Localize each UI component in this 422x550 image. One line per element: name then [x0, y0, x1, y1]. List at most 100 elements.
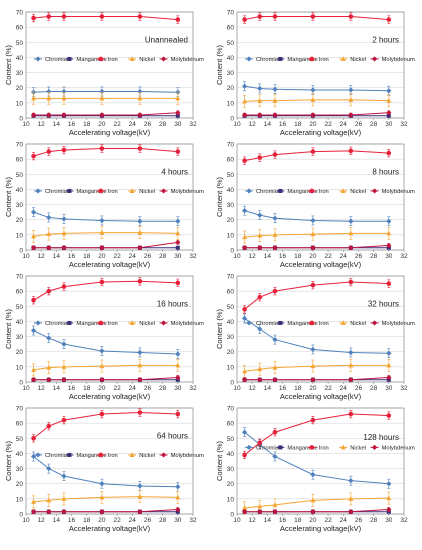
- data-point: [310, 363, 316, 369]
- legend: Chromium Manganese Iron Nickel Molybdenum: [245, 188, 415, 195]
- data-point: [386, 506, 392, 513]
- x-tick-label: 28: [370, 121, 378, 128]
- data-point: [61, 147, 67, 153]
- data-point: [31, 233, 37, 239]
- legend-label: Iron: [319, 446, 329, 452]
- panel-label: 32 hours: [368, 299, 399, 308]
- x-tick-label: 32: [400, 385, 408, 392]
- series-line: [33, 280, 178, 301]
- data-point: [309, 188, 315, 194]
- x-tick-label: 10: [233, 253, 241, 260]
- data-point: [310, 217, 316, 224]
- data-point: [241, 429, 248, 435]
- x-tick-label: 20: [309, 253, 317, 260]
- series-line: [33, 496, 178, 503]
- x-tick-label: 30: [385, 517, 393, 524]
- x-axis-label: Accelerating voltage(kV): [69, 524, 151, 533]
- data-point: [348, 496, 354, 501]
- data-point: [272, 453, 278, 460]
- data-point: [99, 481, 105, 487]
- data-point: [61, 95, 67, 101]
- series-molybdenum: [30, 110, 181, 118]
- data-point: [386, 17, 392, 22]
- data-point: [46, 364, 52, 370]
- x-tick-label: 30: [385, 121, 393, 128]
- y-tick-label: 50: [227, 172, 235, 179]
- data-point: [99, 509, 105, 515]
- data-point: [137, 483, 143, 489]
- y-tick-label: 40: [16, 187, 24, 194]
- y-tick-label: 30: [16, 466, 24, 473]
- y-tick-label: 10: [16, 232, 24, 239]
- series-line: [33, 330, 178, 355]
- data-point: [175, 245, 180, 250]
- plot-frame: [236, 275, 405, 383]
- data-point: [310, 417, 316, 423]
- series-chromium: [241, 81, 392, 96]
- x-tick-label: 30: [174, 517, 182, 524]
- series-line: [33, 112, 178, 116]
- series-line: [33, 211, 178, 222]
- x-tick-label: 32: [400, 517, 408, 524]
- legend-label: Manganese: [287, 321, 317, 327]
- data-point: [99, 95, 105, 101]
- data-point: [61, 216, 67, 222]
- data-point: [137, 245, 143, 251]
- plot-frame: [236, 11, 405, 119]
- x-axis-label: Accelerating voltage(kV): [69, 392, 151, 401]
- y-axis-label: Content (%): [4, 308, 13, 349]
- data-point: [61, 341, 67, 347]
- data-point: [241, 377, 248, 383]
- data-point: [175, 411, 181, 417]
- y-tick-label: 0: [19, 380, 23, 387]
- data-point: [242, 452, 247, 458]
- x-tick-label: 26: [355, 385, 363, 392]
- y-tick-label: 0: [19, 512, 23, 519]
- data-point: [175, 149, 181, 154]
- legend-label: Molybdenum: [171, 453, 204, 459]
- x-tick-label: 32: [400, 253, 408, 260]
- series-chromium: [241, 427, 392, 489]
- data-point: [161, 320, 167, 326]
- data-point: [340, 188, 346, 193]
- data-point: [61, 496, 67, 501]
- x-tick-label: 22: [324, 385, 332, 392]
- y-tick-label: 60: [16, 25, 24, 32]
- y-tick-label: 10: [16, 364, 24, 371]
- data-point: [241, 509, 248, 515]
- legend: Chromium Manganese Iron Nickel Molybdenum: [245, 320, 415, 327]
- legend-label: Nickel: [139, 321, 155, 327]
- x-tick-label: 24: [129, 253, 137, 260]
- x-tick-label: 30: [174, 121, 182, 128]
- data-point: [137, 95, 143, 101]
- x-axis-label: Accelerating voltage(kV): [280, 260, 362, 269]
- data-point: [46, 231, 52, 237]
- series-molybdenum: [241, 374, 392, 383]
- series-chromium: [30, 325, 181, 359]
- data-point: [46, 335, 52, 341]
- x-tick-label: 20: [98, 517, 106, 524]
- y-tick-label: 50: [16, 172, 24, 179]
- y-tick-label: 70: [16, 406, 24, 413]
- data-point: [310, 97, 316, 102]
- series-line: [244, 150, 389, 162]
- legend-label: Chromium: [256, 321, 283, 327]
- data-point: [31, 95, 37, 101]
- data-point: [309, 320, 315, 326]
- data-point: [31, 435, 36, 441]
- data-point: [246, 56, 252, 62]
- x-tick-label: 22: [113, 517, 121, 524]
- data-point: [386, 113, 391, 118]
- data-point: [310, 497, 316, 503]
- x-tick-label: 14: [264, 253, 272, 260]
- legend-label: Nickel: [350, 446, 366, 452]
- y-tick-label: 40: [16, 319, 24, 326]
- data-point: [99, 146, 105, 151]
- data-point: [310, 245, 316, 251]
- series-nickel: [31, 490, 181, 509]
- legend-label: Iron: [108, 453, 118, 459]
